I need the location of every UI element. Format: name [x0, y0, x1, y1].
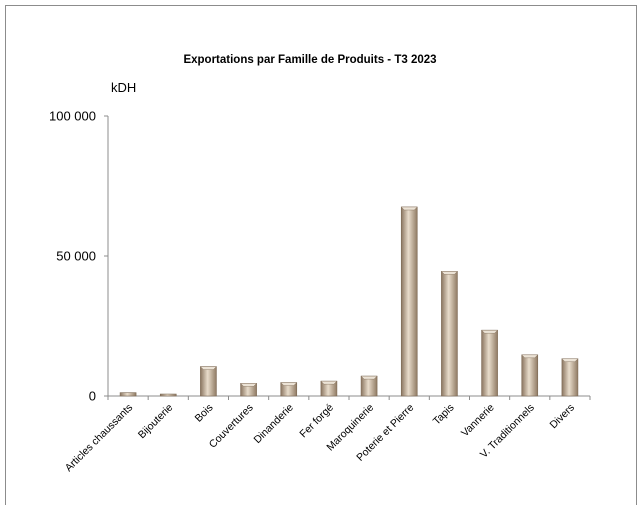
bar [240, 383, 258, 397]
bar-body [400, 206, 418, 397]
bar-bevel [440, 271, 458, 275]
bar [521, 354, 539, 397]
bar [159, 393, 177, 397]
bar-body [119, 392, 137, 397]
bar [360, 375, 378, 397]
y-tick-label: 50 000 [56, 249, 96, 264]
chart-title: Exportations par Famille de Produits - T… [183, 54, 436, 66]
bar-body [521, 354, 539, 397]
y-tick-label: 0 [89, 389, 96, 404]
x-tick-label: Bois [193, 402, 216, 425]
bar [199, 366, 217, 397]
bar-bevel [521, 354, 539, 359]
bar [320, 380, 338, 397]
bar-bevel [320, 380, 338, 385]
bar [561, 358, 579, 397]
x-tick-label: Bijouterie [136, 402, 176, 442]
bar [400, 206, 418, 397]
y-ticks: 0 50 000 100 000 [49, 109, 108, 404]
x-ticks [107, 396, 591, 400]
bar-bevel [240, 383, 258, 387]
x-tick-label: Vannerie [459, 402, 497, 440]
bar-bevel [199, 366, 217, 370]
x-tick-label: Dinanderie [251, 402, 296, 447]
bar-bevel [561, 358, 579, 362]
bar-body [481, 329, 498, 397]
bar-bevel [481, 330, 499, 334]
x-tick-label: Fer forgé [297, 402, 336, 441]
bar [481, 329, 499, 397]
bar-body [561, 358, 579, 397]
bar [280, 382, 298, 397]
bar-body [441, 271, 458, 397]
bars [119, 206, 579, 397]
x-tick-label: Articles chaussants [63, 402, 135, 474]
bar [440, 271, 458, 397]
bar-body [159, 393, 177, 397]
x-tick-labels: Articles chaussants Bijouterie BoisCouvert… [63, 402, 577, 475]
bar-bevel [360, 375, 378, 380]
bar-body [200, 366, 217, 397]
x-tick-label: Divers [548, 402, 578, 432]
bar-bevel [280, 382, 298, 386]
bar-bevel [400, 206, 418, 211]
y-tick-label: 100 000 [49, 109, 96, 124]
x-tick-label: Tapis [431, 402, 457, 428]
y-axis-unit-label: kDH [111, 80, 136, 95]
chart-frame [5, 5, 637, 505]
bar [119, 392, 137, 397]
